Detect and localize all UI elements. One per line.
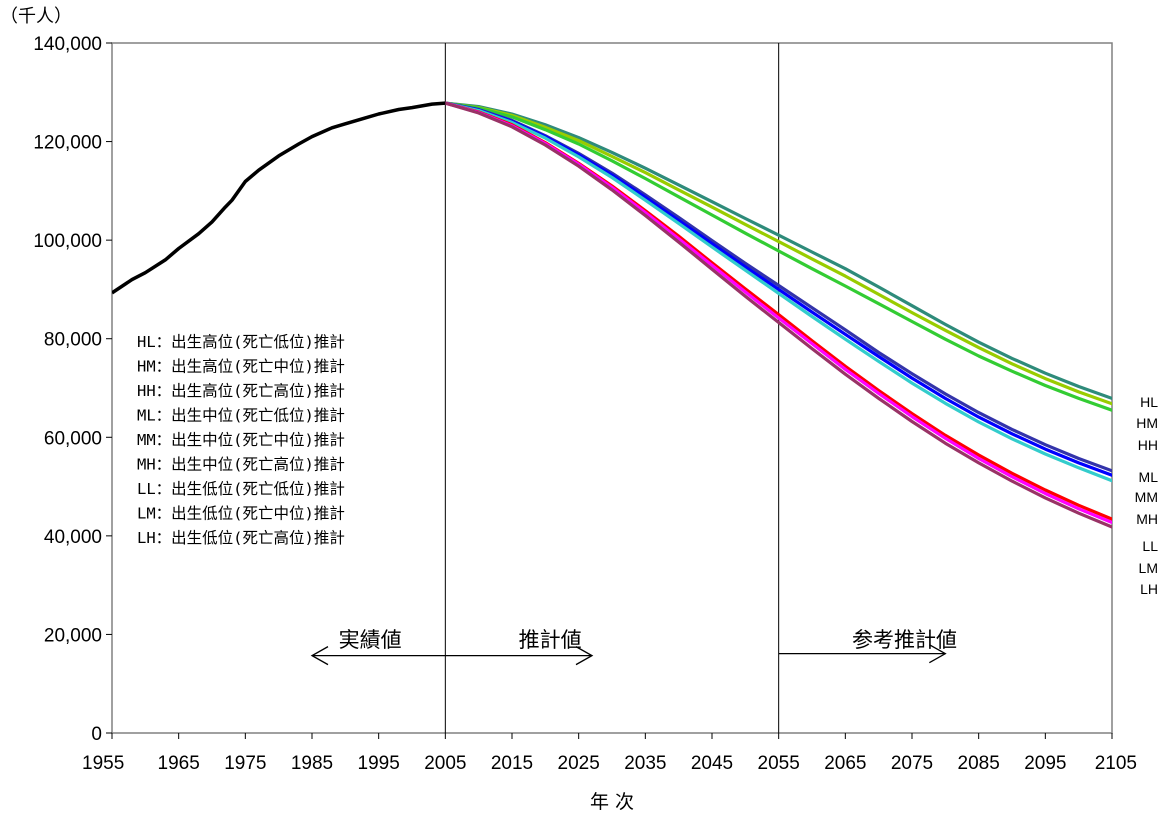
- annotation-label: 参考推計値: [852, 628, 957, 652]
- y-tick-label: 20,000: [44, 625, 102, 646]
- legend-entry: LL：出生低位(死亡低位)推計: [137, 480, 345, 498]
- series-line-ml: [444, 101, 1112, 473]
- y-tick-label: 40,000: [44, 527, 102, 548]
- annotation-label: 実績値: [339, 628, 402, 652]
- legend-entry: LH：出生低位(死亡高位)推計: [137, 529, 345, 547]
- legend-entry: HH：出生高位(死亡高位)推計: [137, 382, 345, 400]
- actual-line-group: [112, 101, 446, 295]
- x-axis-title: 年 次: [590, 791, 634, 813]
- x-tick-label: 2055: [758, 753, 800, 774]
- x-tick-label: 1955: [82, 753, 124, 774]
- x-tick-label: 2095: [1024, 753, 1066, 774]
- legend-entry: LM：出生低位(死亡中位)推計: [137, 505, 345, 523]
- series-line-mm: [444, 101, 1112, 477]
- annotation-arrowhead-right: [929, 644, 947, 664]
- series-line-lm: [444, 101, 1112, 525]
- end-label-ll: LL: [1142, 538, 1158, 554]
- x-tick-label: 2065: [824, 753, 866, 774]
- y-tick-label: 80,000: [44, 330, 102, 351]
- x-tick-label: 2005: [424, 753, 466, 774]
- legend-entry: HL：出生高位(死亡低位)推計: [137, 333, 345, 351]
- y-tick-label: 60,000: [44, 428, 102, 449]
- series-line-lh: [444, 101, 1112, 529]
- y-tick-label: 140,000: [33, 34, 102, 55]
- end-label-lh: LH: [1140, 581, 1158, 597]
- x-tick-label: 1965: [158, 753, 200, 774]
- series-lines: [444, 101, 1112, 529]
- series-end-labels: HL HM HH ML MM MH LL LM LH: [1135, 394, 1159, 597]
- end-label-hm: HM: [1136, 415, 1158, 431]
- end-label-ml: ML: [1139, 469, 1159, 485]
- legend-entry: HM：出生高位(死亡中位)推計: [137, 358, 345, 376]
- y-tick-label: 100,000: [33, 231, 102, 252]
- x-tick-label: 1975: [224, 753, 266, 774]
- end-label-hh: HH: [1138, 437, 1158, 453]
- plot-area-frame: [111, 42, 1113, 734]
- x-tick-label: 2045: [691, 753, 733, 774]
- y-tick-label: 120,000: [33, 133, 102, 154]
- x-tick-label: 1985: [291, 753, 333, 774]
- series-line-ll: [444, 101, 1112, 521]
- end-label-mm: MM: [1135, 489, 1158, 505]
- x-tick-label: 1995: [358, 753, 400, 774]
- legend-entry: MM：出生中位(死亡中位)推計: [137, 431, 345, 449]
- x-tick-label: 2075: [891, 753, 933, 774]
- end-label-hl: HL: [1140, 394, 1158, 410]
- annotation-arrowhead-right: [575, 646, 594, 666]
- legend-entry: MH：出生中位(死亡高位)推計: [137, 456, 345, 474]
- y-axis: 0 20,000 40,000 60,000 80,000 100,000 120,000 1…: [33, 34, 112, 745]
- period-annotations: 実績値 推計値 参考推計値: [310, 628, 957, 666]
- series-line-hm: [445, 101, 1112, 406]
- series-line-hl: [445, 101, 1112, 401]
- x-tick-label: 2085: [958, 753, 1000, 774]
- x-tick-label: 2015: [491, 753, 533, 774]
- actual-line: [112, 101, 446, 295]
- x-tick-label: 2025: [558, 753, 600, 774]
- period-dividers: [444, 43, 780, 733]
- end-label-lm: LM: [1139, 560, 1158, 576]
- y-tick-label: 0: [91, 724, 102, 745]
- annotation-label: 推計値: [519, 628, 582, 652]
- series-line-hh: [445, 101, 1112, 412]
- y-unit-label: （千人）: [0, 6, 72, 27]
- legend: HL：出生高位(死亡低位)推計 HM：出生高位(死亡中位)推計 HH：出生高位(死亡…: [137, 333, 345, 547]
- series-line-mh: [444, 101, 1112, 483]
- x-tick-label: 2105: [1095, 753, 1137, 774]
- end-label-mh: MH: [1136, 511, 1158, 527]
- x-tick-label: 2035: [624, 753, 666, 774]
- legend-entry: ML：出生中位(死亡低位)推計: [137, 407, 345, 425]
- annotation-arrowhead-left: [310, 646, 329, 666]
- x-axis: 1955 1965 1975 1985 1995 2005 2015 2025 2035 2045…: [82, 733, 1137, 774]
